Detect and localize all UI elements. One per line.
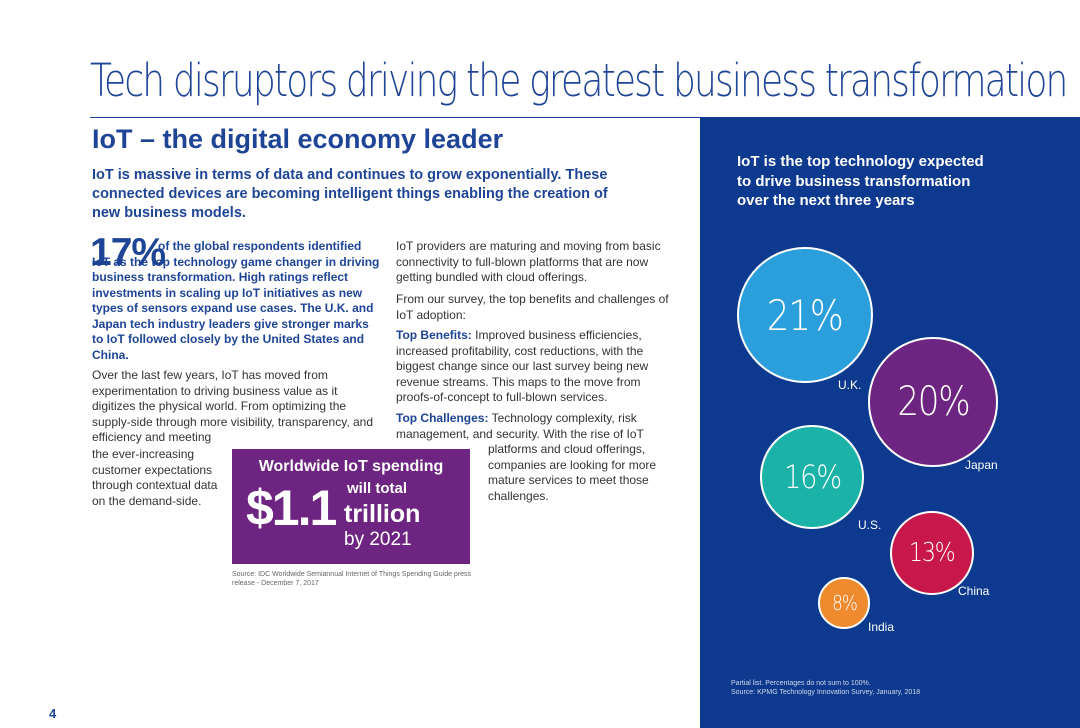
benefits-text: Improved business efficiencies, increase… (396, 328, 649, 404)
benefits-label: Top Benefits: (396, 328, 472, 342)
benefits-paragraph: Top Benefits: Improved business efficien… (396, 328, 678, 406)
chart-source-text: Source: KPMG Technology Innovation Surve… (731, 689, 921, 696)
bubble-value-label: 20% (896, 378, 970, 425)
chart-source: Partial list. Percentages do not sum to … (731, 679, 1031, 697)
section-title: IoT – the digital economy leader (92, 124, 504, 154)
section-intro: IoT is massive in terms of data and cont… (92, 167, 608, 221)
challenges-continued: platforms and cloud offerings, companies… (488, 442, 657, 503)
bubble-value-label: 13% (909, 537, 956, 568)
body-right-paragraph-2: From our survey, the top benefits and ch… (396, 292, 669, 322)
chart-title: IoT is the top technology expected to dr… (737, 153, 984, 209)
bubble-country-label: Japan (965, 458, 998, 472)
spending-amount: $1.1 (246, 480, 337, 536)
bubble-value-label: 8% (831, 590, 858, 615)
body-left-paragraph-2: the ever-increasing customer expectation… (92, 447, 218, 508)
spending-callout: Worldwide IoT spending $1.1 will total t… (232, 449, 470, 564)
challenges-paragraph: Top Challenges: Technology complexity, r… (396, 411, 678, 442)
spending-unit: trillion (344, 500, 421, 528)
challenges-label: Top Challenges: (396, 411, 489, 425)
body-right-paragraph-1: IoT providers are maturing and moving fr… (396, 239, 661, 284)
spending-source: Source: IDC Worldwide Semiannual Interne… (232, 571, 472, 587)
bubble-country-label: China (958, 584, 990, 598)
spending-will-total: will total (347, 480, 407, 497)
spending-year: by 2021 (344, 529, 412, 550)
bubble-us: 16% (760, 425, 864, 529)
challenges-text: Technology complexity, risk management, … (396, 411, 644, 441)
page-title: Tech disruptors driving the greatest bus… (90, 54, 1068, 107)
spending-title: Worldwide IoT spending (258, 458, 444, 475)
bubble-country-label: U.K. (838, 378, 862, 392)
title-divider (90, 117, 702, 118)
bubble-value-label: 16% (783, 457, 842, 496)
chart-note: Partial list. Percentages do not sum to … (731, 680, 871, 687)
page-number: 4 (49, 706, 57, 721)
stat-text: of the global respondents identified IoT… (92, 239, 380, 362)
bubble-india: 8% (818, 577, 870, 629)
bubble-value-label: 21% (767, 290, 844, 340)
bubble-japan: 20% (868, 337, 998, 467)
body-left-paragraph-1: Over the last few years, IoT has moved f… (92, 368, 374, 444)
bubble-country-label: India (868, 620, 895, 634)
bubble-uk: 21% (737, 247, 873, 383)
bubble-china: 13% (889, 510, 975, 596)
bubble-country-label: U.S. (858, 518, 882, 532)
stat-value: 17% (90, 231, 166, 274)
